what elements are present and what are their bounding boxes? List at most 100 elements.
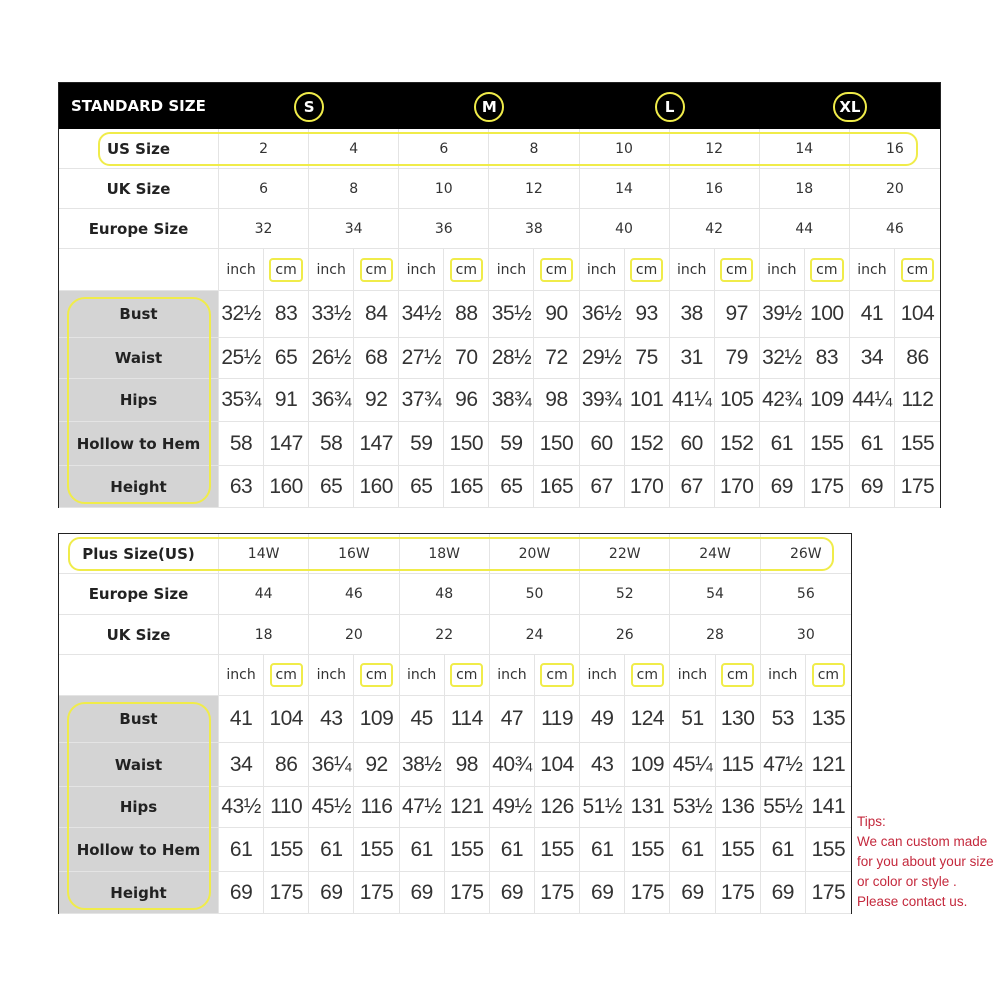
unit-inch: inch xyxy=(676,261,707,278)
measurement-label: Hollow to Hem xyxy=(59,828,219,871)
measurement-value: 53 xyxy=(761,696,806,742)
measurement-value: 175 xyxy=(445,872,490,913)
unit-inch: inch xyxy=(497,667,527,683)
measurement-value: 109 xyxy=(354,696,400,742)
measurement-value: 121 xyxy=(445,787,490,827)
measurement-value: 141 xyxy=(811,795,846,818)
unit-cell: cm xyxy=(805,249,850,290)
size-cell: 12 xyxy=(670,129,760,168)
size-row: Europe Size 32 34 36 38 40 42 44 46 xyxy=(59,209,940,249)
size-row: UK Size 18 20 22 24 26 28 30 xyxy=(59,615,851,655)
unit-cell: cm xyxy=(354,655,400,695)
measurement-value: 60 xyxy=(580,422,625,465)
measurement-value: 53½ xyxy=(670,787,716,827)
measurement-value: 98 xyxy=(534,379,580,421)
measurement-value: 47½ xyxy=(761,743,806,786)
unit-cell: cm xyxy=(354,249,400,290)
unit-inch: inch xyxy=(316,261,346,278)
unit-cm: cm xyxy=(720,257,754,282)
size-cell: 16 xyxy=(886,140,904,157)
unit-inch: inch xyxy=(857,261,887,278)
measurement-value: 68 xyxy=(354,338,400,378)
size-cell: 48 xyxy=(400,574,490,614)
tips-line: Please contact us. xyxy=(857,894,968,909)
measurement-value: 165 xyxy=(444,466,490,507)
size-cell: 18W xyxy=(400,534,490,573)
measurement-value: 61 xyxy=(760,422,805,465)
unit-cell: inch xyxy=(309,655,355,695)
tips-line: We can custom made xyxy=(857,834,988,849)
unit-cell: cm xyxy=(264,249,310,290)
unit-cm: cm xyxy=(269,257,303,282)
measurement-value: 96 xyxy=(444,379,490,421)
measurement-value: 92 xyxy=(354,743,400,786)
measurement-label: Height xyxy=(59,466,219,507)
size-row-label: Europe Size xyxy=(59,574,219,614)
size-cell: 10 xyxy=(580,129,670,168)
measurement-value: 126 xyxy=(535,787,581,827)
measurement-value: 65 xyxy=(399,466,445,507)
size-group-L: L xyxy=(654,92,685,122)
measurement-value: 175 xyxy=(805,466,850,507)
unit-cm: cm xyxy=(811,663,846,687)
size-row: US Size 2 4 6 8 10 12 14 16 xyxy=(59,129,940,169)
unit-cell: inch xyxy=(489,249,535,290)
measurement-value: 116 xyxy=(354,787,400,827)
measurement-value: 79 xyxy=(715,338,760,378)
measurement-label: Bust xyxy=(59,291,219,337)
measurement-value: 36¾ xyxy=(309,379,355,421)
unit-cell: inch xyxy=(761,655,806,695)
size-cell: 18 xyxy=(760,169,850,208)
measurement-value: 45½ xyxy=(309,787,355,827)
measurement-value: 75 xyxy=(625,338,670,378)
measurement-row: Hollow to Hem 61 155 61 155 61 155 61 155 61 155 61… xyxy=(59,828,851,872)
size-cell: 16W xyxy=(309,534,400,573)
unit-cell: inch xyxy=(670,249,715,290)
measurement-value: 175 xyxy=(716,872,761,913)
measurement-row: Waist 34 86 36¼ 92 38½ 98 40¾ 104 43 109 45¼ 115 47½ 1… xyxy=(59,743,851,787)
measurement-value: 147 xyxy=(264,422,310,465)
measurement-value: 152 xyxy=(715,422,760,465)
measurement-value: 31 xyxy=(670,338,715,378)
size-cell: 34 xyxy=(309,209,400,248)
measurement-value: 150 xyxy=(534,422,580,465)
measurement-value: 155 xyxy=(354,828,400,871)
size-cell: 14W xyxy=(219,534,310,573)
measurement-value: 25½ xyxy=(219,338,265,378)
measurement-value: 61 xyxy=(850,422,895,465)
unit-inch: inch xyxy=(226,261,256,278)
measurement-value: 109 xyxy=(625,743,671,786)
size-cell: 20W xyxy=(490,534,581,573)
unit-cm: cm xyxy=(449,257,484,282)
unit-inch: inch xyxy=(406,261,436,278)
measurement-value: 175 xyxy=(811,880,846,904)
size-row: Plus Size(US) 14W 16W 18W 20W 22W 24W 26W xyxy=(59,534,851,574)
unit-inch: inch xyxy=(768,667,798,683)
measurement-value: 43 xyxy=(580,743,626,786)
unit-cell: cm xyxy=(625,655,671,695)
measurement-value: 90 xyxy=(534,291,580,337)
measurement-value: 155 xyxy=(625,828,671,871)
measurement-value: 110 xyxy=(264,787,310,827)
measurement-value: 83 xyxy=(805,338,850,378)
measurement-value: 175 xyxy=(625,872,671,913)
size-cell: 30 xyxy=(796,626,815,643)
size-group-M: M xyxy=(474,92,505,122)
measurement-value: 65 xyxy=(264,338,310,378)
measurement-value: 45 xyxy=(400,696,445,742)
measurement-value: 69 xyxy=(670,872,716,913)
size-cell: 54 xyxy=(670,574,761,614)
size-cell: 52 xyxy=(580,574,671,614)
measurement-value: 51½ xyxy=(580,787,626,827)
size-cell: 14 xyxy=(580,169,670,208)
measurement-row: Hollow to Hem 58 147 58 147 59 150 59 150 60 152 60… xyxy=(59,422,940,466)
unit-inch: inch xyxy=(677,667,708,683)
unit-cell: cm xyxy=(264,655,310,695)
measurement-value: 175 xyxy=(354,872,400,913)
size-group-XL: XL xyxy=(832,92,867,122)
size-cell: 50 xyxy=(490,574,581,614)
measurement-value: 105 xyxy=(715,379,760,421)
measurement-value: 115 xyxy=(716,743,761,786)
size-cell: 24 xyxy=(490,615,581,654)
size-row-label: US Size xyxy=(59,129,219,168)
